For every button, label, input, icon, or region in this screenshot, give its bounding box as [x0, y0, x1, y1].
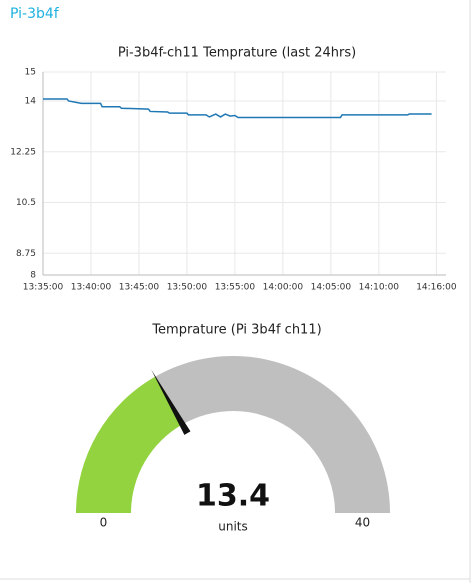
- y-tick-label: 15: [25, 68, 36, 78]
- x-tick-label: 13:35:00: [23, 283, 64, 293]
- y-tick-label: 14: [25, 97, 37, 107]
- x-tick-label: 14:10:00: [359, 283, 400, 293]
- gauge-units: units: [218, 520, 248, 534]
- x-tick-label: 13:40:00: [71, 283, 112, 293]
- y-tick-label: 10.5: [16, 198, 36, 208]
- gauge-max: 40: [355, 516, 370, 530]
- y-tick-label: 12.25: [10, 147, 36, 157]
- gauge-value-label: 13.4: [196, 479, 270, 514]
- x-tick-label: 14:00:00: [263, 283, 304, 293]
- gauge-min: 0: [100, 516, 108, 530]
- y-tick-label: 8: [30, 271, 36, 281]
- gauge-title: Temprature (Pi 3b4f ch11): [151, 323, 321, 338]
- group-title: Pi-3b4f: [10, 6, 60, 22]
- x-tick-label: 13:55:00: [215, 283, 256, 293]
- chart-title: Pi-3b4f-ch11 Temprature (last 24hrs): [118, 46, 356, 61]
- x-tick-label: 13:45:00: [119, 283, 160, 293]
- gauge-track: [155, 356, 390, 513]
- line-series: [43, 98, 432, 119]
- y-tick-label: 8.75: [16, 249, 36, 259]
- x-tick-label: 13:50:00: [167, 283, 208, 293]
- gauge-needle: [151, 369, 191, 435]
- gauge-value: [76, 376, 183, 513]
- x-tick-label: 14:05:00: [311, 283, 352, 293]
- x-tick-label: 14:16:00: [416, 283, 457, 293]
